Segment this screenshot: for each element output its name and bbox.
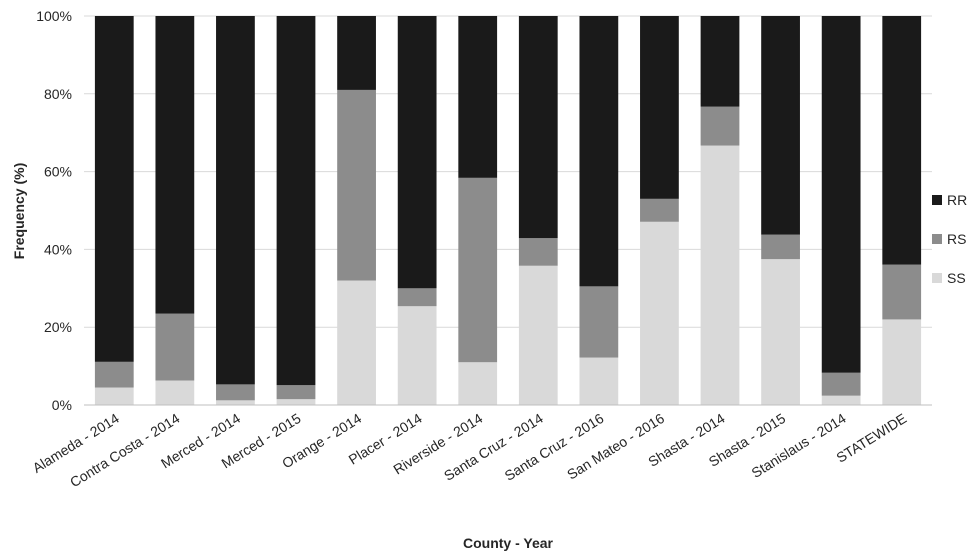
y-tick-label: 80%: [44, 86, 72, 102]
bar-segment-ss: [761, 259, 800, 405]
bar-segment-rs: [579, 286, 619, 358]
bar-segment-rs: [761, 234, 800, 260]
bar-segment-ss: [640, 221, 679, 405]
y-axis-ticks: 0% 20% 40% 60% 80% 100%: [36, 8, 72, 413]
legend: RR RS SS: [932, 192, 967, 286]
y-tick-label: 60%: [44, 164, 72, 180]
legend-swatch-rr: [932, 195, 942, 205]
bar-segment-ss: [216, 400, 255, 405]
bars: [94, 16, 922, 406]
x-tick-label: Santa Cruz - 2016: [502, 410, 607, 484]
y-tick-label: 40%: [44, 241, 72, 257]
bar-segment-rs: [700, 106, 740, 146]
bar-segment-rs: [821, 372, 861, 396]
bar-segment-ss: [276, 399, 316, 405]
bar-segment-rs: [458, 177, 498, 363]
bar-segment-rs: [397, 288, 437, 307]
bar-segment-rs: [216, 384, 255, 401]
bar-segment-rs: [94, 361, 134, 388]
x-tick-label: Santa Cruz - 2014: [441, 410, 546, 484]
bar-segment-rr: [821, 16, 861, 373]
legend-label-rr: RR: [947, 192, 967, 208]
y-tick-label: 20%: [44, 319, 72, 335]
bar-segment-ss: [700, 145, 740, 406]
y-axis-title: Frequency (%): [11, 163, 27, 259]
bar-segment-ss: [155, 380, 195, 405]
bar-segment-rr: [700, 16, 740, 107]
bar-segment-rr: [397, 16, 437, 289]
bar-segment-rr: [337, 16, 376, 90]
y-tick-label: 0%: [52, 397, 72, 413]
legend-swatch-ss: [932, 273, 942, 283]
bar-segment-rs: [276, 385, 316, 400]
gridlines: [84, 15, 932, 328]
bar-segment-rr: [518, 16, 558, 239]
legend-label-rs: RS: [947, 231, 966, 247]
bar-segment-rs: [640, 198, 679, 222]
bar-segment-rr: [276, 16, 316, 386]
bar-segment-rs: [518, 238, 558, 266]
bar-segment-ss: [518, 265, 558, 405]
y-tick-label: 100%: [36, 8, 72, 24]
x-axis-title: County - Year: [463, 535, 554, 551]
bar-segment-ss: [821, 395, 861, 405]
bar-segment-rr: [216, 16, 255, 385]
x-tick-label: Contra Costa - 2014: [67, 410, 183, 490]
bar-segment-rr: [155, 16, 195, 314]
bar-segment-rr: [882, 16, 922, 265]
legend-label-ss: SS: [947, 270, 966, 286]
bar-segment-rs: [155, 313, 195, 381]
bar-segment-rs: [337, 89, 376, 281]
bar-segment-rr: [640, 16, 679, 199]
bar-segment-ss: [337, 280, 376, 405]
bar-segment-rr: [94, 16, 134, 362]
legend-swatch-rs: [932, 234, 942, 244]
bar-segment-rr: [761, 16, 800, 235]
bar-segment-rs: [882, 264, 922, 320]
bar-segment-rr: [458, 16, 498, 178]
bar-segment-ss: [94, 387, 134, 405]
bar-segment-rr: [579, 16, 619, 287]
bar-segment-ss: [882, 319, 922, 405]
bar-segment-ss: [579, 357, 619, 405]
bar-segment-ss: [458, 362, 498, 405]
bar-segment-ss: [397, 306, 437, 405]
